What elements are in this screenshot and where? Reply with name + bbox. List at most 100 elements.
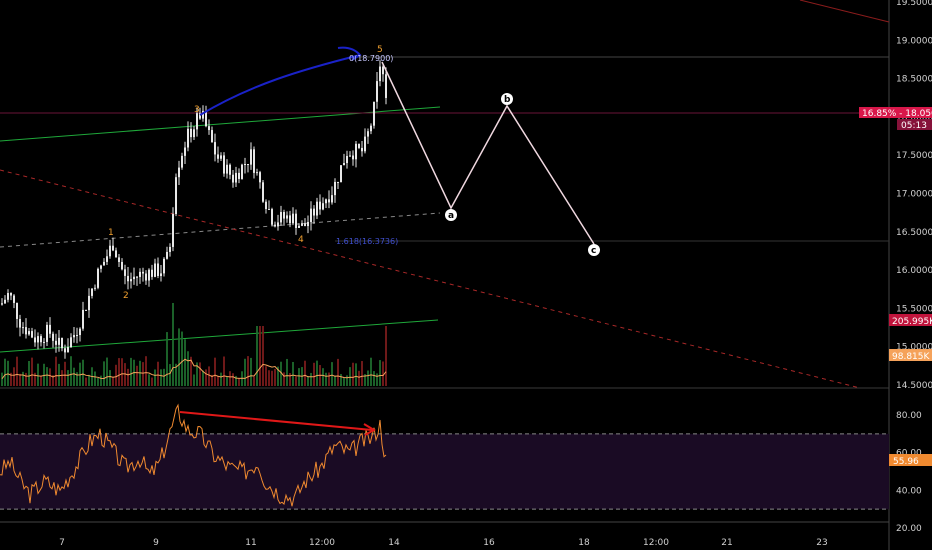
volume-ma-label: 98.815K [892,352,930,362]
volume-bar [166,332,168,386]
rsi-pane [0,403,889,510]
candle-body [82,309,84,329]
volume-bar [331,362,333,386]
candle-body [283,212,285,219]
volume-bar [232,373,234,386]
candle-body [325,199,327,204]
wave-b-marker: b [501,93,513,105]
price-axis[interactable]: 19.500019.000018.500018.000017.500017.00… [896,0,932,391]
volume-bar [217,376,219,386]
last-price-badge: 16.85% - 18.0565 05:13 [859,107,932,131]
volume-bar [379,360,381,386]
candle-body [37,336,39,343]
candle-body [343,163,345,166]
candle-body [292,213,294,224]
candle-body [250,149,252,165]
price-tick-label: 19.0000 [896,36,932,46]
candle-body [223,155,225,174]
volume-bar [358,370,360,386]
candle-body [205,110,207,127]
candle-body [301,223,303,226]
rsi-axis[interactable]: 80.00 60.00 40.00 20.00 [896,411,922,534]
candle-body [22,327,24,329]
volume-bar [346,375,348,386]
candle-body [268,209,270,211]
volume-bar [13,367,15,386]
candle-body [367,131,369,137]
candle-body [145,273,147,281]
volume-bar [352,362,354,386]
candle-body [64,348,66,353]
rsi-badge: 55.96 [889,454,932,467]
candle-body [31,331,33,338]
time-tick-label: 14 [388,538,400,548]
volume-bar [67,370,69,386]
volume-bar [4,358,6,386]
candle-body [217,154,219,159]
candle-body [184,147,186,156]
volume-bar [103,361,105,386]
candle-body [256,172,258,174]
candle-body [178,167,180,178]
last-price-label: 16.85% - 18.0565 [862,109,932,119]
trendlines-layer [0,0,890,389]
volume-bar [190,356,192,386]
candle-body [220,155,222,159]
volume-bar [112,376,114,386]
volume-bar [256,326,258,386]
volume-bar [304,360,306,386]
volume-bar [94,371,96,386]
volume-bar [16,356,18,386]
volume-bar [385,326,387,386]
volume-bar [178,328,180,386]
wave-a-marker: a [445,209,457,221]
volume-bar [28,360,30,386]
candle-body [34,337,36,343]
candle-body [340,165,342,183]
candle-body [55,340,57,345]
price-tick-label: 14.5000 [896,381,932,391]
volume-bar [124,363,126,386]
volume-bar [76,372,78,386]
candle-body [304,223,306,227]
wave-label-5: 5 [377,45,383,55]
volume-bar [235,375,237,386]
candle-body [88,295,90,311]
candle-body [190,128,192,138]
volume-bar [82,359,84,386]
rsi-line [0,403,387,507]
candle-body [316,201,318,216]
volume-bar [187,351,189,386]
candle-body [73,335,75,338]
volume-bar [88,374,90,386]
candle-body [313,208,315,216]
volume-bar [376,373,378,386]
volume-bar [55,356,57,386]
time-axis[interactable]: 7 9 11 12:00 14 16 18 12:00 21 23 [59,538,828,548]
volume-bar [316,360,318,386]
volume-bar [205,369,207,386]
candle-body [121,261,123,270]
volume-bar [253,376,255,386]
candle-body [232,174,234,183]
candle-body [43,341,45,343]
volume-bar [121,358,123,386]
candle-body [76,335,78,337]
volume-bar [199,362,201,386]
candle-body [124,269,126,276]
price-tick-label: 17.5000 [896,151,932,161]
candle-body [133,276,135,280]
price-tick-label: 15.0000 [896,343,932,353]
volume-bar [175,363,177,386]
rsi-divergence-arrow-head [363,423,376,436]
fib-top-label: 0(18.7900) [349,54,393,63]
time-tick-label: 12:00 [643,538,669,548]
countdown-label: 05:13 [901,121,927,131]
volume-bar [97,377,99,386]
candle-body [175,177,177,215]
volume-bar [277,366,279,386]
volume-bar [262,326,264,386]
candle-body [235,172,237,183]
candle-body [169,246,171,252]
